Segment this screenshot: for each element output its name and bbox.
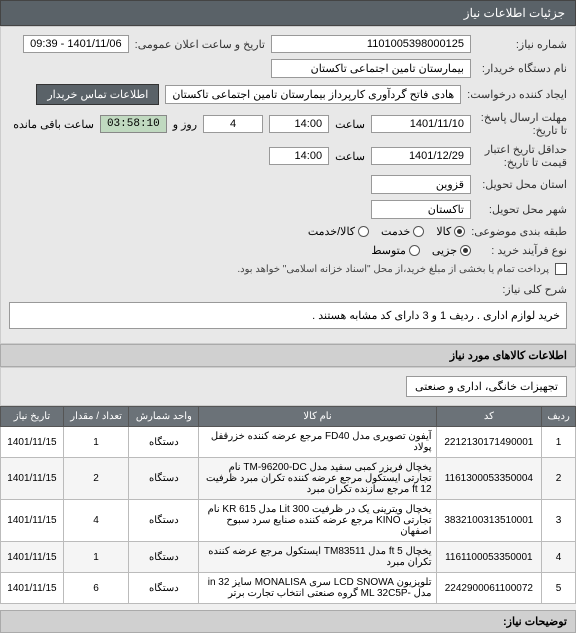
need-no-field: 1101005398000125 (271, 35, 471, 53)
th-name: نام کالا (199, 407, 436, 427)
cell-unit: دستگاه (129, 458, 199, 500)
cell-code: 1161300053350004 (436, 458, 542, 500)
radio-motevaset[interactable]: متوسط (371, 244, 420, 257)
cell-unit: دستگاه (129, 573, 199, 604)
cell-name: یخچال فریزر کمبی سفید مدل TM-96200-DC نا… (199, 458, 436, 500)
time-label-2: ساعت (335, 150, 365, 163)
type-label: طبقه بندی موضوعی: (471, 225, 567, 238)
need-no-label: شماره نیاز: (477, 38, 567, 51)
cell-date: 1401/11/15 (1, 427, 64, 458)
cell-date: 1401/11/15 (1, 573, 64, 604)
cell-unit: دستگاه (129, 500, 199, 542)
th-unit: واحد شمارش (129, 407, 199, 427)
days-remain: 4 (203, 115, 263, 133)
payment-checkbox[interactable] (555, 263, 567, 275)
contact-button[interactable]: اطلاعات تماس خریدار (36, 84, 159, 105)
radio-khadamat[interactable]: خدمت (381, 225, 424, 238)
cell-qty: 1 (63, 542, 128, 573)
city-label: شهر محل تحویل: (477, 203, 567, 216)
cell-n: 5 (542, 573, 576, 604)
cell-n: 4 (542, 542, 576, 573)
deadline-label: مهلت ارسال پاسخ: تا تاریخ: (477, 111, 567, 137)
roz-va-label: روز و (173, 118, 197, 131)
cell-name: آیفون تصویری مدل FD40 مرجع عرضه کننده خز… (199, 427, 436, 458)
desc-header-label: شرح کلی نیاز: (502, 284, 567, 296)
requester-label: ایجاد کننده درخواست: (467, 88, 567, 101)
th-row: ردیف (542, 407, 576, 427)
announce-label: تاریخ و ساعت اعلان عمومی: (135, 38, 265, 51)
process-label: نوع فرآیند خرید : (477, 244, 567, 257)
cell-name: تلویزیون LCD SNOWA سری MONALISA سایز in … (199, 573, 436, 604)
cell-qty: 4 (63, 500, 128, 542)
radio-dot-icon (454, 226, 465, 237)
validity-time: 14:00 (269, 147, 329, 165)
table-row: 41161100053350001یخچال ft 5 مدل TM83511 … (1, 542, 576, 573)
buyer-label: نام دستگاه خریدار: (477, 62, 567, 75)
requester-field: هادی فاتح گردآوری کارپرداز بیمارستان تام… (165, 85, 461, 104)
city-field: تاکستان (371, 200, 471, 219)
cell-n: 1 (542, 427, 576, 458)
items-table: ردیف کد نام کالا واحد شمارش تعداد / مقدا… (0, 406, 576, 604)
payment-note: پرداخت تمام یا بخشی از مبلغ خرید،از محل … (237, 264, 549, 275)
table-row: 52242900061100072تلویزیون LCD SNOWA سری … (1, 573, 576, 604)
notes-header: توضیحات نیاز: (0, 610, 576, 633)
cell-qty: 2 (63, 458, 128, 500)
th-code: کد (436, 407, 542, 427)
cell-qty: 6 (63, 573, 128, 604)
radio-kalakhadamat[interactable]: کالا/خدمت (308, 225, 369, 238)
buyer-field: بیمارستان تامین اجتماعی تاکستان (271, 59, 471, 78)
table-row: 21161300053350004یخچال فریزر کمبی سفید م… (1, 458, 576, 500)
cell-date: 1401/11/15 (1, 542, 64, 573)
radio-dot-icon (413, 226, 424, 237)
form-section: شماره نیاز: 1101005398000125 تاریخ و ساع… (0, 26, 576, 344)
cell-n: 2 (542, 458, 576, 500)
cell-code: 2212130171490001 (436, 427, 542, 458)
radio-dot-icon (409, 245, 420, 256)
table-row: 33832100313510001یخچال ویترینی یک در ظرف… (1, 500, 576, 542)
cell-n: 3 (542, 500, 576, 542)
desc-box: خرید لوازم اداری . ردیف 1 و 3 دارای کد م… (9, 302, 567, 329)
panel-header: جزئیات اطلاعات نیاز (0, 0, 576, 26)
validity-date: 1401/12/29 (371, 147, 471, 165)
radio-dot-icon (460, 245, 471, 256)
panel-title: جزئیات اطلاعات نیاز (464, 6, 565, 20)
cell-name: یخچال ویترینی یک در ظرفیت Lit 300 مدل KR… (199, 500, 436, 542)
countdown-timer: 03:58:10 (100, 115, 167, 133)
items-header: اطلاعات کالاهای مورد نیاز (0, 344, 576, 367)
cell-date: 1401/11/15 (1, 458, 64, 500)
cell-code: 2242900061100072 (436, 573, 542, 604)
cell-date: 1401/11/15 (1, 500, 64, 542)
th-qty: تعداد / مقدار (63, 407, 128, 427)
th-date: تاریخ نیاز (1, 407, 64, 427)
remain-label: ساعت باقی مانده (13, 118, 94, 131)
radio-jozi[interactable]: جزیی (432, 244, 471, 257)
province-field: قزوین (371, 175, 471, 194)
deadline-date: 1401/11/10 (371, 115, 471, 133)
radio-dot-icon (358, 226, 369, 237)
cell-unit: دستگاه (129, 542, 199, 573)
cell-qty: 1 (63, 427, 128, 458)
cell-code: 3832100313510001 (436, 500, 542, 542)
deadline-time: 14:00 (269, 115, 329, 133)
time-label-1: ساعت (335, 118, 365, 131)
announce-field: 1401/11/06 - 09:39 (23, 35, 129, 53)
category-field: تجهیزات خانگی، اداری و صنعتی (406, 376, 567, 397)
radio-kala[interactable]: کالا (436, 225, 465, 238)
table-row: 12212130171490001آیفون تصویری مدل FD40 م… (1, 427, 576, 458)
cell-unit: دستگاه (129, 427, 199, 458)
province-label: استان محل تحویل: (477, 178, 567, 191)
cell-name: یخچال ft 5 مدل TM83511 ایستکول مرجع عرضه… (199, 542, 436, 573)
cell-code: 1161100053350001 (436, 542, 542, 573)
type-radio-group: کالا خدمت کالا/خدمت (308, 225, 465, 238)
process-radio-group: جزیی متوسط (371, 244, 471, 257)
validity-label: حداقل تاریخ اعتبار قیمت تا تاریخ: (477, 143, 567, 169)
